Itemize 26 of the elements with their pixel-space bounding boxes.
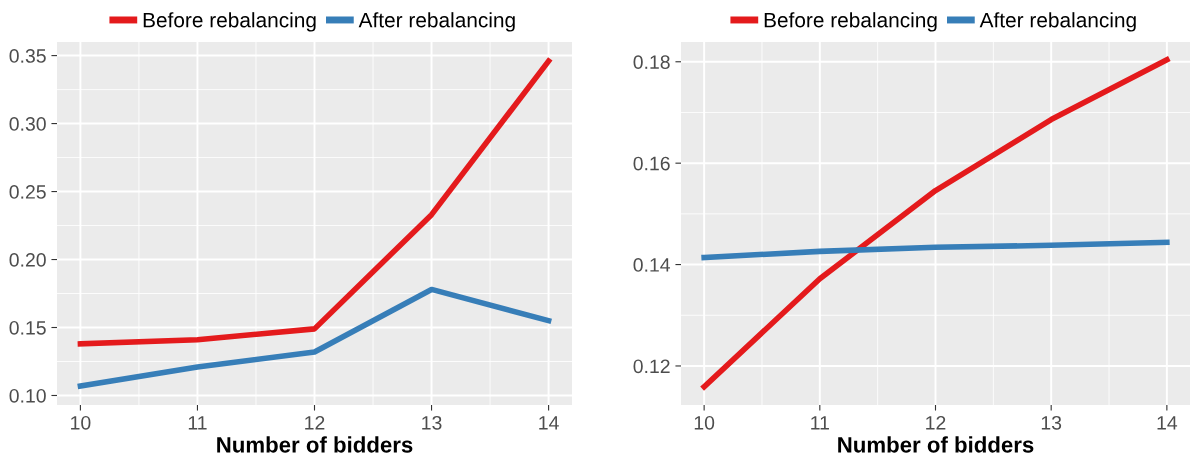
x-tick-label: 14 (1157, 416, 1178, 430)
x-tick-label: 12 (926, 415, 946, 430)
x-tick-label: 11 (811, 416, 829, 430)
y-tick-label: 0.15 (9, 320, 46, 335)
x-tick-label: 10 (694, 415, 715, 430)
y-tick-label: 0.35 (9, 49, 46, 63)
legend-label: After rebalancing (979, 12, 1136, 32)
x-tick-label: 13 (422, 415, 442, 430)
legend-label: After rebalancing (358, 12, 515, 32)
y-tick-label: 0.25 (9, 185, 46, 199)
y-tick-label: 0.20 (9, 253, 46, 267)
x-tick-label: 12 (305, 415, 325, 430)
x-tick-label: 11 (188, 416, 207, 430)
legend-label: Before rebalancing (764, 12, 937, 32)
legend-label: Before rebalancing (143, 12, 316, 32)
x-tick-label: 10 (71, 415, 91, 430)
y-tick-label: 0.18 (633, 55, 670, 70)
y-tick-label: 0.10 (9, 388, 46, 403)
x-tick-label: 13 (1041, 415, 1062, 430)
y-tick-label: 0.16 (633, 156, 670, 171)
x-axis-title: Number of bidders (217, 436, 413, 453)
y-tick-label: 0.30 (9, 117, 46, 131)
y-tick-label: 0.12 (633, 359, 670, 374)
x-axis-title: Number of bidders (838, 436, 1034, 453)
x-tick-label: 14 (539, 416, 559, 430)
y-tick-label: 0.14 (633, 258, 671, 272)
